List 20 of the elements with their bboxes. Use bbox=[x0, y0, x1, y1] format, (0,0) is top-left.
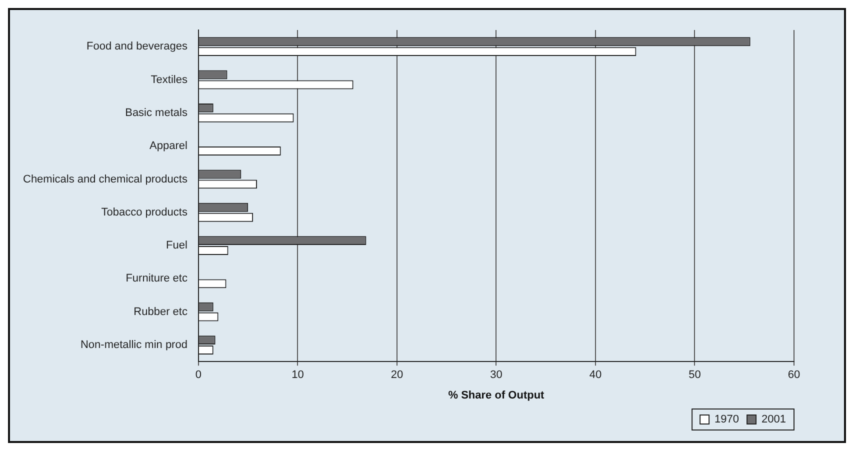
y-tick-label: Furniture etc bbox=[126, 272, 188, 285]
x-tick-label: 0 bbox=[195, 369, 202, 382]
x-axis-title: % Share of Output bbox=[448, 389, 545, 402]
legend-label: 1970 bbox=[714, 414, 740, 426]
x-tick-label: 40 bbox=[589, 369, 602, 382]
y-tick-label: Food and beverages bbox=[86, 40, 188, 53]
x-tick-label: 20 bbox=[390, 369, 404, 382]
y-tick-label: Non-metallic min prod bbox=[80, 339, 188, 352]
y-tick-label: Apparel bbox=[150, 140, 188, 152]
x-tick-label: 60 bbox=[788, 369, 800, 382]
y-tick-label: Rubber etc bbox=[134, 306, 188, 318]
y-tick-label: Fuel bbox=[166, 240, 188, 252]
y-tick-label: Textiles bbox=[150, 74, 188, 86]
x-tick-label: 10 bbox=[292, 369, 304, 382]
legend-label: 2001 bbox=[762, 414, 786, 426]
x-tick-label: 50 bbox=[688, 369, 701, 382]
x-tick-label: 30 bbox=[490, 369, 502, 382]
y-tick-label: Chemicals and chemical products bbox=[22, 173, 188, 186]
y-tick-label: Tobacco products bbox=[101, 206, 188, 218]
y-tick-label: Basic metals bbox=[125, 106, 188, 119]
